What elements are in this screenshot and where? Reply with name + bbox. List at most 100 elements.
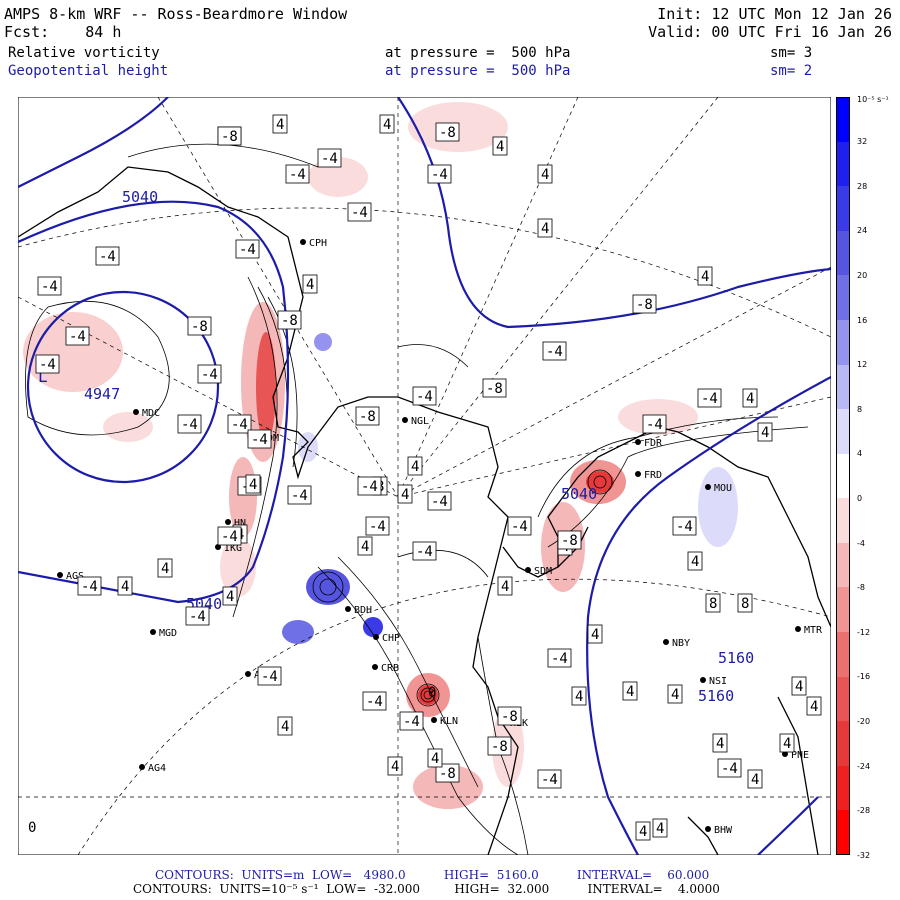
vorticity-contour-label: -8 — [497, 706, 522, 726]
vorticity-contour-label: 4 — [635, 821, 651, 841]
vorticity-contour-label: -4 — [399, 711, 424, 731]
vorticity-contour-label: -4 — [287, 485, 312, 505]
vorticity-contour-label: 4 — [742, 388, 758, 408]
station-dot — [300, 239, 306, 245]
colorbar-tick-label: -16 — [857, 672, 871, 682]
vorticity-contour-label: -8 — [217, 126, 242, 146]
colorbar-segment — [836, 230, 850, 276]
vorticity-contour-label: -4 — [347, 202, 372, 222]
station-dot — [215, 544, 221, 550]
vorticity-contour-label: 4 — [272, 114, 288, 134]
vorticity-contour-label: 4 — [537, 218, 553, 238]
station-label: NGL — [411, 416, 429, 427]
station-label: BDH — [354, 605, 372, 616]
vorticity-labels: -844-84-4-4-44-44-4-4-4-444-8-8-8-4-4-4-… — [28, 114, 822, 841]
colorbar-tick-label: 28 — [857, 181, 868, 191]
vorticity-contour-label: -4 — [537, 769, 562, 789]
station-label: NSI — [709, 676, 727, 687]
station-label: MGD — [159, 628, 177, 639]
vorticity-contour-label: 4 — [571, 686, 587, 706]
vorticity-contour-info: CONTOURS: UNITS=10⁻⁵ s⁻¹ LOW= -32.000 HI… — [133, 882, 720, 896]
svg-text:-4: -4 — [416, 544, 433, 560]
height-contour-label: 5160 — [698, 687, 734, 705]
svg-text:4: 4 — [361, 539, 369, 555]
colorbar-tick-label: 16 — [857, 315, 868, 325]
svg-text:-4: -4 — [416, 389, 433, 405]
svg-text:-8: -8 — [221, 129, 238, 145]
vorticity-contour-label: -4 — [357, 476, 382, 496]
vorticity-contour-label: -4 — [697, 388, 722, 408]
svg-text:-8: -8 — [191, 319, 208, 335]
svg-text:-4: -4 — [546, 344, 563, 360]
vorticity-contour-label: -4 — [427, 491, 452, 511]
vorticity-contour-label: -4 — [95, 246, 120, 266]
station-dot — [705, 484, 711, 490]
vorticity-contour-label: -4 — [542, 341, 567, 361]
station-dot — [345, 606, 351, 612]
svg-text:8: 8 — [709, 596, 717, 612]
vorticity-contour-label: 4 — [622, 681, 638, 701]
station-dot — [373, 634, 379, 640]
svg-text:4: 4 — [121, 579, 129, 595]
vorticity-contour-label: -4 — [412, 386, 437, 406]
vorticity-contour-label: -4 — [197, 364, 222, 384]
svg-text:-8: -8 — [281, 313, 298, 329]
station-dot — [372, 664, 378, 670]
svg-text:4: 4 — [391, 759, 399, 775]
height-contour-label: 5160 — [718, 649, 754, 667]
vorticity-contour-label: 4 — [497, 576, 513, 596]
vorticity-contour-label: 4 — [397, 484, 413, 504]
vorticity-contour-label: -4 — [77, 576, 102, 596]
station-label: AG4 — [148, 763, 166, 774]
vorticity-contour-label: 4 — [117, 576, 133, 596]
svg-text:-4: -4 — [221, 529, 238, 545]
vorticity-contour-label: 4 — [407, 456, 423, 476]
vorticity-contour-label: -4 — [37, 276, 62, 296]
vorticity-contour-label: 4 — [712, 733, 728, 753]
colorbar-tick-label: -32 — [857, 850, 871, 860]
vorticity-contour-label: 4 — [791, 676, 807, 696]
svg-text:-4: -4 — [369, 519, 386, 535]
height-contour-label: 5040 — [122, 188, 158, 206]
svg-text:8: 8 — [741, 596, 749, 612]
svg-text:-8: -8 — [439, 125, 456, 141]
svg-text:4: 4 — [810, 699, 818, 715]
station-dot — [782, 751, 788, 757]
station-label: BHW — [714, 825, 733, 836]
vorticity-contour-label: 4 — [157, 558, 173, 578]
svg-text:4: 4 — [541, 221, 549, 237]
svg-text:4: 4 — [541, 167, 549, 183]
station-dot — [139, 764, 145, 770]
svg-text:4: 4 — [783, 736, 791, 752]
svg-text:-4: -4 — [291, 488, 308, 504]
vorticity-contour-label: -8 — [632, 294, 657, 314]
vorticity-contour-label: 8 — [705, 593, 721, 613]
vorticity-contour-label: 8 — [737, 593, 753, 613]
svg-text:-4: -4 — [81, 579, 98, 595]
vorticity-contour-label: 4 — [379, 114, 395, 134]
vorticity-contour-label: -4 — [257, 666, 282, 686]
svg-text:-4: -4 — [403, 714, 420, 730]
station-label: AGS — [66, 571, 84, 582]
station-dot — [705, 826, 711, 832]
svg-text:-4: -4 — [239, 242, 256, 258]
vorticity-contour-label: -8 — [557, 530, 582, 550]
svg-text:-8: -8 — [636, 297, 653, 313]
svg-text:-4: -4 — [251, 432, 268, 448]
station-dot — [402, 417, 408, 423]
colorbar-segment — [836, 364, 850, 410]
station-dot — [150, 629, 156, 635]
field1-smoothing: sm= 3 — [770, 45, 813, 61]
svg-text:-4: -4 — [366, 694, 383, 710]
vorticity-contour-label: 4 — [757, 422, 773, 442]
svg-text:-8: -8 — [359, 409, 376, 425]
colorbar-tick-label: -20 — [857, 716, 871, 726]
vorticity-contour-label: 4 — [222, 586, 238, 606]
colorbar-segment — [836, 97, 850, 142]
station-label: HN — [234, 518, 246, 529]
svg-text:4: 4 — [501, 579, 509, 595]
station-dot — [663, 639, 669, 645]
height-contour-info: CONTOURS: UNITS=m LOW= 4980.0 HIGH= 5160… — [155, 868, 710, 882]
svg-text:-4: -4 — [351, 205, 368, 221]
svg-text:4: 4 — [671, 687, 679, 703]
